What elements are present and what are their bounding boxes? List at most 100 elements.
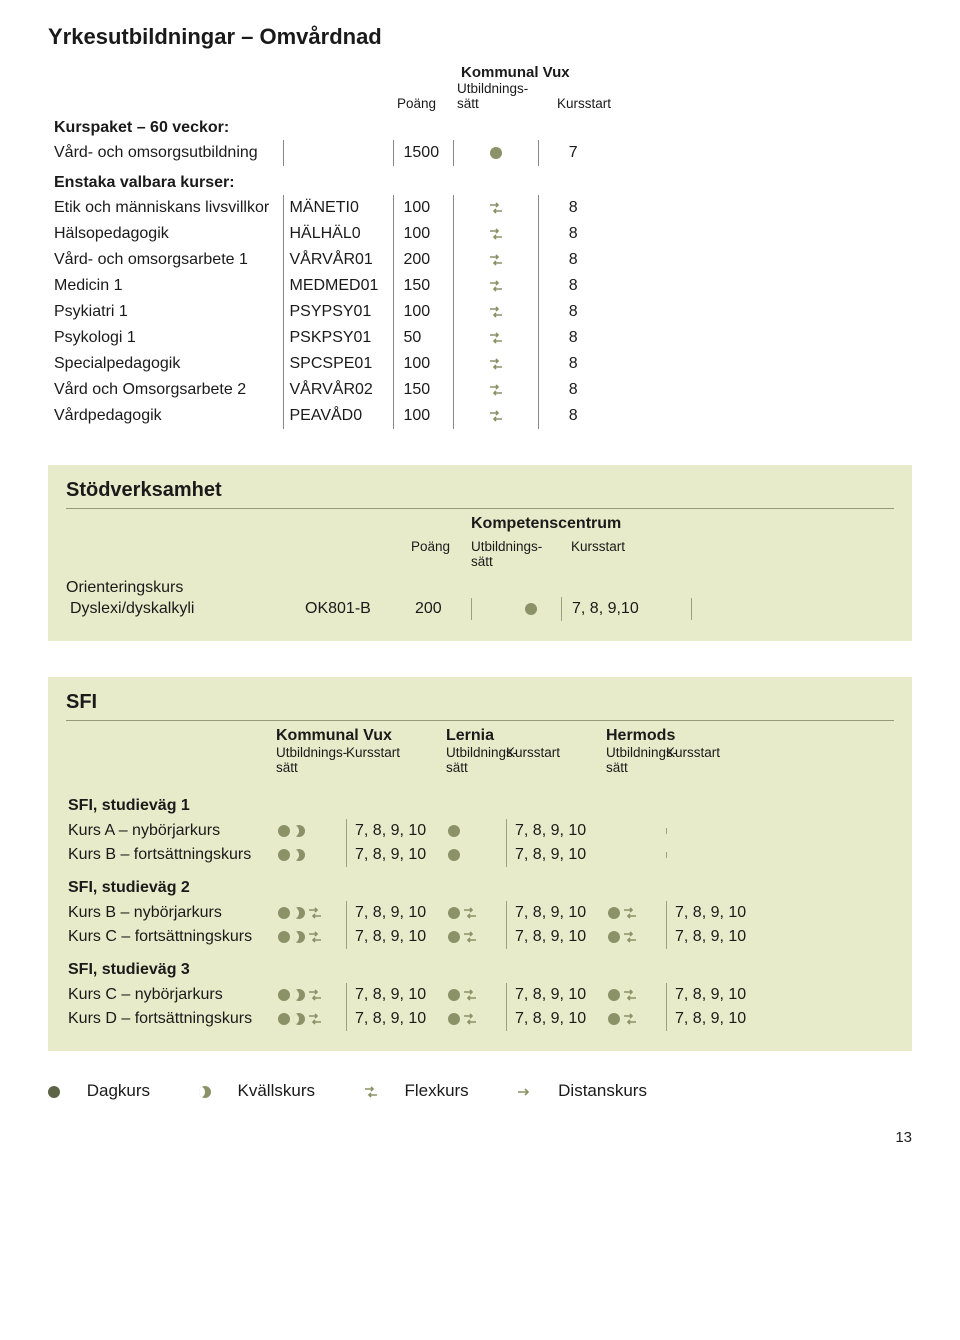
dagkurs-icon [278,931,290,943]
start-lernia: 7, 8, 9, 10 [506,983,606,1007]
dagkurs-icon [608,931,620,943]
start-kommunalvux: 7, 8, 9, 10 [346,901,446,925]
dagkurs-icon [448,931,460,943]
mode-hermods [606,983,666,1007]
kvallskurs-icon [293,825,305,837]
subheading-kurspaket: Kurspaket – 60 veckor: [48,111,608,140]
start-lernia: 7, 8, 9, 10 [506,819,606,843]
sfi-group-title: SFI, studieväg 2 [66,867,766,901]
mode-kommunalvux [276,901,346,925]
course-start: 8 [538,273,608,299]
col-kursstart: Kursstart [553,96,653,111]
kvallskurs-icon [293,1013,305,1025]
table-row: Vård och Omsorgsarbete 2VÅRVÅR021508 [48,377,608,403]
course-start: 8 [538,377,608,403]
course-name: Medicin 1 [48,273,283,299]
col-poang: Poäng [411,539,471,569]
course-mode [453,351,538,377]
dagkurs-icon [278,825,290,837]
mode-kommunalvux [276,925,346,949]
legend-flexkurs: Flexkurs [404,1081,468,1100]
course-start: 7, 8, 9,10 [561,597,691,621]
provider-kommunalvux: Kommunal Vux [453,64,653,81]
course-start: 8 [538,247,608,273]
course-code: MEDMED01 [283,273,393,299]
course-name: Kurs C – nybörjarkurs [66,983,276,1007]
start-lernia: 7, 8, 9, 10 [506,843,606,867]
table-row: Kurs B – nybörjarkurs 7, 8, 9, 10 7, 8, 9,… [66,901,894,925]
course-start: 8 [538,403,608,429]
course-mode [453,140,538,166]
course-mode [453,247,538,273]
course-code: VÅRVÅR01 [283,247,393,273]
dagkurs-icon [448,1013,460,1025]
flexkurs-icon [623,1012,637,1026]
course-code [283,140,393,166]
course-name: Kurs A – nybörjarkurs [66,819,276,843]
course-name: Vård- och omsorgsutbildning [48,140,283,166]
flexkurs-icon [489,201,503,215]
table1-header: Kommunal Vux [48,64,912,81]
flexkurs-icon [308,930,322,944]
table-row: Kurs C – nybörjarkurs7, 8, 9, 107, 8, 9,… [66,983,894,1007]
course-name: Kurs B – nybörjarkurs [66,901,276,925]
flexkurs-icon [308,906,322,920]
course-points: 100 [393,221,453,247]
flexkurs-icon [489,409,503,423]
course-name: Etik och människans livsvillkor [48,195,283,221]
mode-kommunalvux [276,819,346,843]
flexkurs-icon [623,906,637,920]
page-number: 13 [48,1129,912,1146]
dagkurs-icon [448,907,460,919]
course-mode [453,195,538,221]
course-mode [453,325,538,351]
distanskurs-icon [517,1085,531,1099]
flexkurs-icon [463,906,477,920]
start-lernia: 7, 8, 9, 10 [506,1007,606,1031]
course-start: 7 [538,140,608,166]
start-hermods: 7, 8, 9, 10 [666,901,766,925]
table-row: VårdpedagogikPEAVÅD01008 [48,403,608,429]
legend-kvallskurs: Kvällskurs [238,1081,315,1100]
course-name: Kurs C – fortsättningskurs [66,925,276,949]
course-start: 8 [538,299,608,325]
course-code: VÅRVÅR02 [283,377,393,403]
courses-table-omvardnad: Kurspaket – 60 veckor: Vård- och omsorgs… [48,111,608,429]
course-mode [453,273,538,299]
sfi-subheader: Utbildnings- sätt Kursstart Utbildnings-… [66,745,894,775]
start-lernia: 7, 8, 9, 10 [506,901,606,925]
mode-hermods [606,901,666,925]
col-utbildningssatt: Utbildnings- sätt [453,81,553,111]
course-name: Kurs D – fortsättningskurs [66,1007,276,1031]
course-code: SPCSPE01 [283,351,393,377]
flexkurs-icon [489,383,503,397]
course-name: Vård- och omsorgsarbete 1 [48,247,283,273]
col-kursstart: Kursstart [506,745,606,775]
col-kursstart: Kursstart [346,745,446,775]
flexkurs-icon [308,1012,322,1026]
mode-lernia [446,925,506,949]
col-kursstart: Kursstart [571,539,671,569]
course-name: Hälsopedagogik [48,221,283,247]
course-name-line2: Dyslexi/dyskalkyli [66,597,301,621]
col-utbildningssatt: Utbildnings- sätt [446,745,506,775]
subheading-enstaka: Enstaka valbara kurser: [48,166,608,195]
course-points: 150 [393,273,453,299]
mode-lernia [446,983,506,1007]
table-row: Vård- och omsorgsarbete 1VÅRVÅR012008 [48,247,608,273]
panel-stodverksamhet: Stödverksamhet Kompetenscentrum Poäng Ut… [48,465,912,641]
mode-kommunalvux [276,983,346,1007]
flexkurs-icon [489,227,503,241]
course-points: 100 [393,299,453,325]
course-name: Psykiatri 1 [48,299,283,325]
flexkurs-icon [489,279,503,293]
start-kommunalvux: 7, 8, 9, 10 [346,925,446,949]
col-utbildningssatt: Utbildnings- sätt [606,745,666,775]
course-points: 200 [411,597,471,621]
course-name: Vård och Omsorgsarbete 2 [48,377,283,403]
table1-subheader: Poäng Utbildnings- sätt Kursstart [48,81,912,111]
course-name: Vårdpedagogik [48,403,283,429]
course-points: 100 [393,403,453,429]
flexkurs-icon [463,930,477,944]
flexkurs-icon [489,357,503,371]
